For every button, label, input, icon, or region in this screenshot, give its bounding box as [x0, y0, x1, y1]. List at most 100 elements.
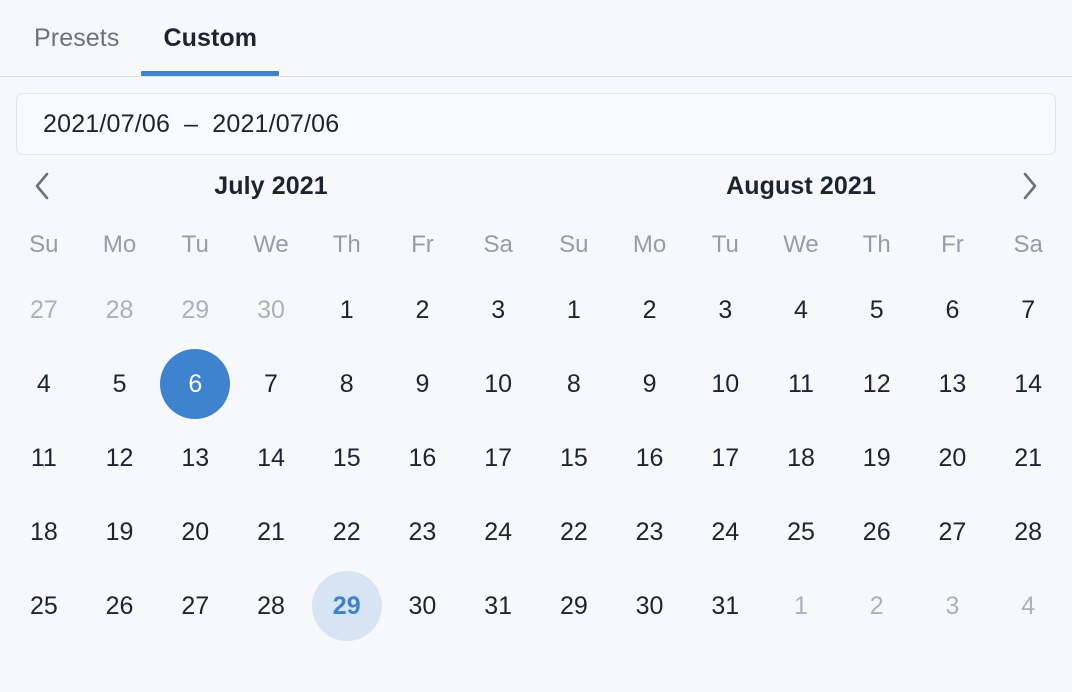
day-cell[interactable]: 16: [385, 421, 461, 495]
day-cell[interactable]: 7: [990, 273, 1066, 347]
day-cell[interactable]: 1: [536, 273, 612, 347]
day-label: 8: [566, 369, 581, 398]
day-cell[interactable]: 29: [536, 569, 612, 643]
day-cell[interactable]: 27: [6, 273, 82, 347]
calendar-left: July 2021 Su Mo Tu We Th Fr Sa 27 28 29 30 1…: [6, 155, 536, 692]
day-cell[interactable]: 3: [460, 273, 536, 347]
day-cell[interactable]: 20: [157, 495, 233, 569]
day-cell[interactable]: 8: [536, 347, 612, 421]
weekday-header-right: Su Mo Tu We Th Fr Sa: [536, 217, 1066, 273]
day-label: 1: [339, 295, 354, 324]
day-cell[interactable]: 28: [990, 495, 1066, 569]
day-cell[interactable]: 26: [839, 495, 915, 569]
day-cell[interactable]: 22: [536, 495, 612, 569]
day-cell[interactable]: 4: [990, 569, 1066, 643]
chevron-right-icon: [1023, 172, 1037, 200]
day-cell[interactable]: 29: [157, 273, 233, 347]
day-cell[interactable]: 5: [82, 347, 158, 421]
day-cell[interactable]: 24: [687, 495, 763, 569]
day-label: 13: [181, 443, 210, 472]
day-cell[interactable]: 28: [82, 273, 158, 347]
day-cell[interactable]: 17: [687, 421, 763, 495]
day-cell[interactable]: 29: [309, 569, 385, 643]
calendar-week-row: 18 19 20 21 22 23 24: [6, 495, 536, 569]
day-cell[interactable]: 6: [915, 273, 991, 347]
day-cell[interactable]: 9: [385, 347, 461, 421]
day-cell[interactable]: 6: [157, 347, 233, 421]
day-cell[interactable]: 25: [6, 569, 82, 643]
prev-month-button[interactable]: [20, 164, 64, 208]
day-cell[interactable]: 18: [6, 495, 82, 569]
next-month-button[interactable]: [1008, 164, 1052, 208]
day-cell[interactable]: 31: [687, 569, 763, 643]
nav-spacer: [550, 164, 594, 208]
range-start-value[interactable]: 2021/07/06: [43, 109, 171, 138]
day-cell[interactable]: 3: [687, 273, 763, 347]
day-label: 19: [105, 517, 134, 546]
day-cell[interactable]: 17: [460, 421, 536, 495]
day-cell[interactable]: 7: [233, 347, 309, 421]
day-cell[interactable]: 15: [536, 421, 612, 495]
day-cell[interactable]: 22: [309, 495, 385, 569]
day-cell[interactable]: 2: [385, 273, 461, 347]
weekday-mo: Mo: [102, 231, 137, 258]
day-label: 26: [105, 591, 134, 620]
day-cell[interactable]: 14: [233, 421, 309, 495]
day-cell[interactable]: 4: [763, 273, 839, 347]
day-cell[interactable]: 31: [460, 569, 536, 643]
calendars-container: July 2021 Su Mo Tu We Th Fr Sa 27 28 29 30 1…: [0, 155, 1072, 692]
day-cell[interactable]: 12: [839, 347, 915, 421]
day-cell[interactable]: 2: [839, 569, 915, 643]
day-cell[interactable]: 27: [157, 569, 233, 643]
day-cell[interactable]: 21: [233, 495, 309, 569]
day-cell[interactable]: 13: [915, 347, 991, 421]
day-cell[interactable]: 25: [763, 495, 839, 569]
day-cell[interactable]: 3: [915, 569, 991, 643]
day-cell[interactable]: 20: [915, 421, 991, 495]
day-label: 30: [257, 295, 285, 324]
day-cell[interactable]: 4: [6, 347, 82, 421]
calendar-week-row: 11 12 13 14 15 16 17: [6, 421, 536, 495]
day-cell[interactable]: 27: [915, 495, 991, 569]
range-end-value[interactable]: 2021/07/06: [212, 109, 340, 138]
day-cell[interactable]: 11: [6, 421, 82, 495]
day-cell[interactable]: 23: [385, 495, 461, 569]
day-cell[interactable]: 30: [233, 273, 309, 347]
day-cell[interactable]: 24: [460, 495, 536, 569]
day-cell[interactable]: 8: [309, 347, 385, 421]
day-cell[interactable]: 19: [82, 495, 158, 569]
day-cell[interactable]: 23: [612, 495, 688, 569]
day-cell[interactable]: 10: [460, 347, 536, 421]
day-cell[interactable]: 28: [233, 569, 309, 643]
day-label: 18: [29, 517, 58, 546]
day-cell[interactable]: 13: [157, 421, 233, 495]
day-cell[interactable]: 12: [82, 421, 158, 495]
day-cell[interactable]: 21: [990, 421, 1066, 495]
day-label: 20: [938, 443, 967, 472]
day-cell[interactable]: 10: [687, 347, 763, 421]
day-cell[interactable]: 5: [839, 273, 915, 347]
day-cell[interactable]: 15: [309, 421, 385, 495]
day-cell[interactable]: 19: [839, 421, 915, 495]
day-cell[interactable]: 18: [763, 421, 839, 495]
day-label: 12: [105, 443, 134, 472]
day-cell[interactable]: 26: [82, 569, 158, 643]
calendar-week-row: 1 2 3 4 5 6 7: [536, 273, 1066, 347]
tab-presets[interactable]: Presets: [12, 0, 141, 76]
day-cell[interactable]: 16: [612, 421, 688, 495]
day-cell[interactable]: 30: [385, 569, 461, 643]
tab-custom[interactable]: Custom: [141, 0, 280, 76]
tab-bar: Presets Custom: [0, 0, 1072, 77]
day-label: 8: [339, 369, 354, 398]
day-cell[interactable]: 14: [990, 347, 1066, 421]
range-input-wrapper: 2021/07/06 – 2021/07/06: [0, 77, 1072, 155]
day-cell[interactable]: 30: [612, 569, 688, 643]
day-cell[interactable]: 11: [763, 347, 839, 421]
day-cell[interactable]: 1: [309, 273, 385, 347]
day-cell[interactable]: 2: [612, 273, 688, 347]
day-label: 20: [181, 517, 210, 546]
date-range-input[interactable]: 2021/07/06 – 2021/07/06: [16, 93, 1056, 155]
day-cell[interactable]: 1: [763, 569, 839, 643]
day-cell[interactable]: 9: [612, 347, 688, 421]
